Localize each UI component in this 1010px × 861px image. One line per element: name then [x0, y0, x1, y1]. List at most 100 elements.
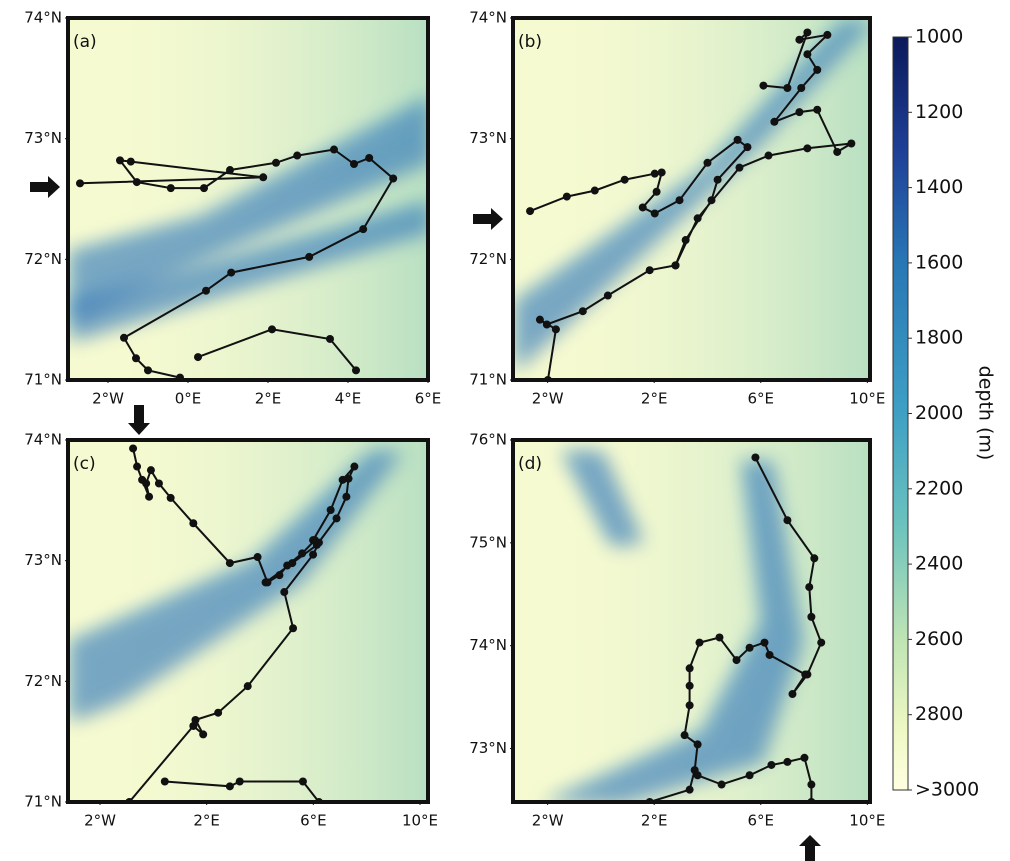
colorbar-tick-label: 2200: [915, 477, 963, 499]
track-point: [803, 144, 812, 153]
track-point: [797, 83, 806, 92]
track-point: [759, 81, 768, 90]
track-point: [764, 151, 773, 160]
y-tick-label: 75°N: [469, 533, 507, 551]
map-panel: 2°W 0°E 2°E 4°E 6°E 71°N 72°N 73°N 74°N (a): [24, 9, 441, 408]
y-tick-label: 73°N: [24, 129, 62, 147]
track-point: [145, 492, 154, 501]
colorbar-tick-label: 1000: [915, 26, 963, 48]
track-point: [650, 209, 659, 218]
track-point: [235, 777, 244, 786]
track-point: [144, 366, 152, 375]
track-point: [603, 291, 612, 300]
track-point: [330, 145, 338, 154]
x-tick-label: 10°E: [849, 812, 885, 830]
y-tick-label: 71°N: [24, 793, 62, 811]
track-point: [695, 638, 704, 647]
x-tick-label: 10°E: [849, 390, 885, 408]
panel-frame: [66, 16, 430, 382]
track-point: [813, 105, 822, 114]
track-point: [693, 771, 702, 780]
track-point: [760, 638, 769, 647]
track-point: [288, 559, 297, 568]
track-point: [685, 701, 694, 710]
panel-frame: [511, 438, 872, 804]
bathymetry: [513, 440, 870, 802]
track-point: [745, 771, 754, 780]
track-point: [200, 184, 208, 193]
track-point: [359, 225, 368, 234]
x-tick-label: 2°E: [641, 812, 668, 830]
ridge-core: [566, 454, 646, 549]
track-point: [645, 266, 654, 275]
track-point: [275, 571, 284, 580]
track-point: [693, 740, 702, 749]
x-tick-label: 2°W: [84, 812, 116, 830]
track-point: [800, 753, 809, 762]
track-point: [225, 782, 234, 791]
x-tick-label: 2°E: [255, 390, 282, 408]
x-tick-label: 2°W: [532, 812, 564, 830]
track-point: [578, 307, 587, 316]
track-point: [166, 184, 175, 193]
track-point: [765, 650, 774, 659]
track-point: [813, 65, 822, 74]
track-point: [681, 236, 690, 245]
colorbar-tick-label: 1200: [915, 101, 963, 123]
track-point: [272, 158, 280, 167]
x-tick-label: 4°E: [335, 390, 362, 408]
track-point: [146, 466, 155, 475]
track-point: [735, 163, 744, 172]
x-tick-label: 6°E: [748, 812, 775, 830]
track-point: [745, 643, 754, 652]
track-point: [191, 715, 200, 724]
y-tick-label: 74°N: [469, 636, 507, 654]
track-point: [243, 682, 252, 691]
track-point: [562, 192, 571, 201]
track-point: [259, 173, 268, 182]
track-line: [79, 148, 395, 379]
x-tick-label: 2°E: [193, 812, 220, 830]
track-point: [783, 83, 792, 92]
track-point: [132, 178, 141, 187]
track-point: [767, 760, 776, 769]
map-panel: 2°W 2°E 6°E 10°E 71°N 72°N 73°N 74°N (b): [469, 9, 885, 408]
track-point: [226, 166, 234, 175]
track-point: [350, 462, 359, 471]
panel-label: (a): [73, 32, 97, 52]
track-point: [326, 334, 334, 343]
track-point: [620, 175, 629, 184]
colorbar-tick-label: 1800: [915, 327, 963, 349]
track-point: [732, 656, 741, 665]
track-point: [332, 514, 341, 523]
track: [526, 28, 856, 380]
track-point: [590, 186, 599, 195]
track-point: [751, 453, 760, 462]
x-tick-label: 2°E: [641, 390, 668, 408]
track-point: [199, 730, 208, 739]
colorbar-tick-label: 2800: [915, 703, 963, 725]
y-tick-label: 74°N: [469, 9, 507, 27]
track-point: [807, 780, 816, 789]
track-point: [268, 325, 276, 334]
y-tick-label: 74°N: [24, 9, 62, 27]
track-point: [783, 516, 792, 525]
colorbar-tick-label: 2600: [915, 628, 963, 650]
track-point: [805, 583, 814, 592]
track-point: [261, 578, 270, 587]
track-point: [657, 168, 666, 177]
track-point: [350, 160, 358, 169]
track-point: [733, 135, 742, 144]
track-point: [194, 353, 202, 362]
track-point: [298, 549, 307, 558]
track-point: [293, 151, 302, 160]
track-point: [817, 638, 826, 647]
track-point: [154, 479, 163, 488]
bathymetry: [68, 440, 428, 802]
panel-frame: [511, 16, 872, 382]
track-point: [713, 175, 722, 184]
track-point: [116, 156, 124, 165]
track-point: [685, 681, 694, 690]
track-point: [801, 670, 810, 679]
track-point: [129, 444, 138, 453]
